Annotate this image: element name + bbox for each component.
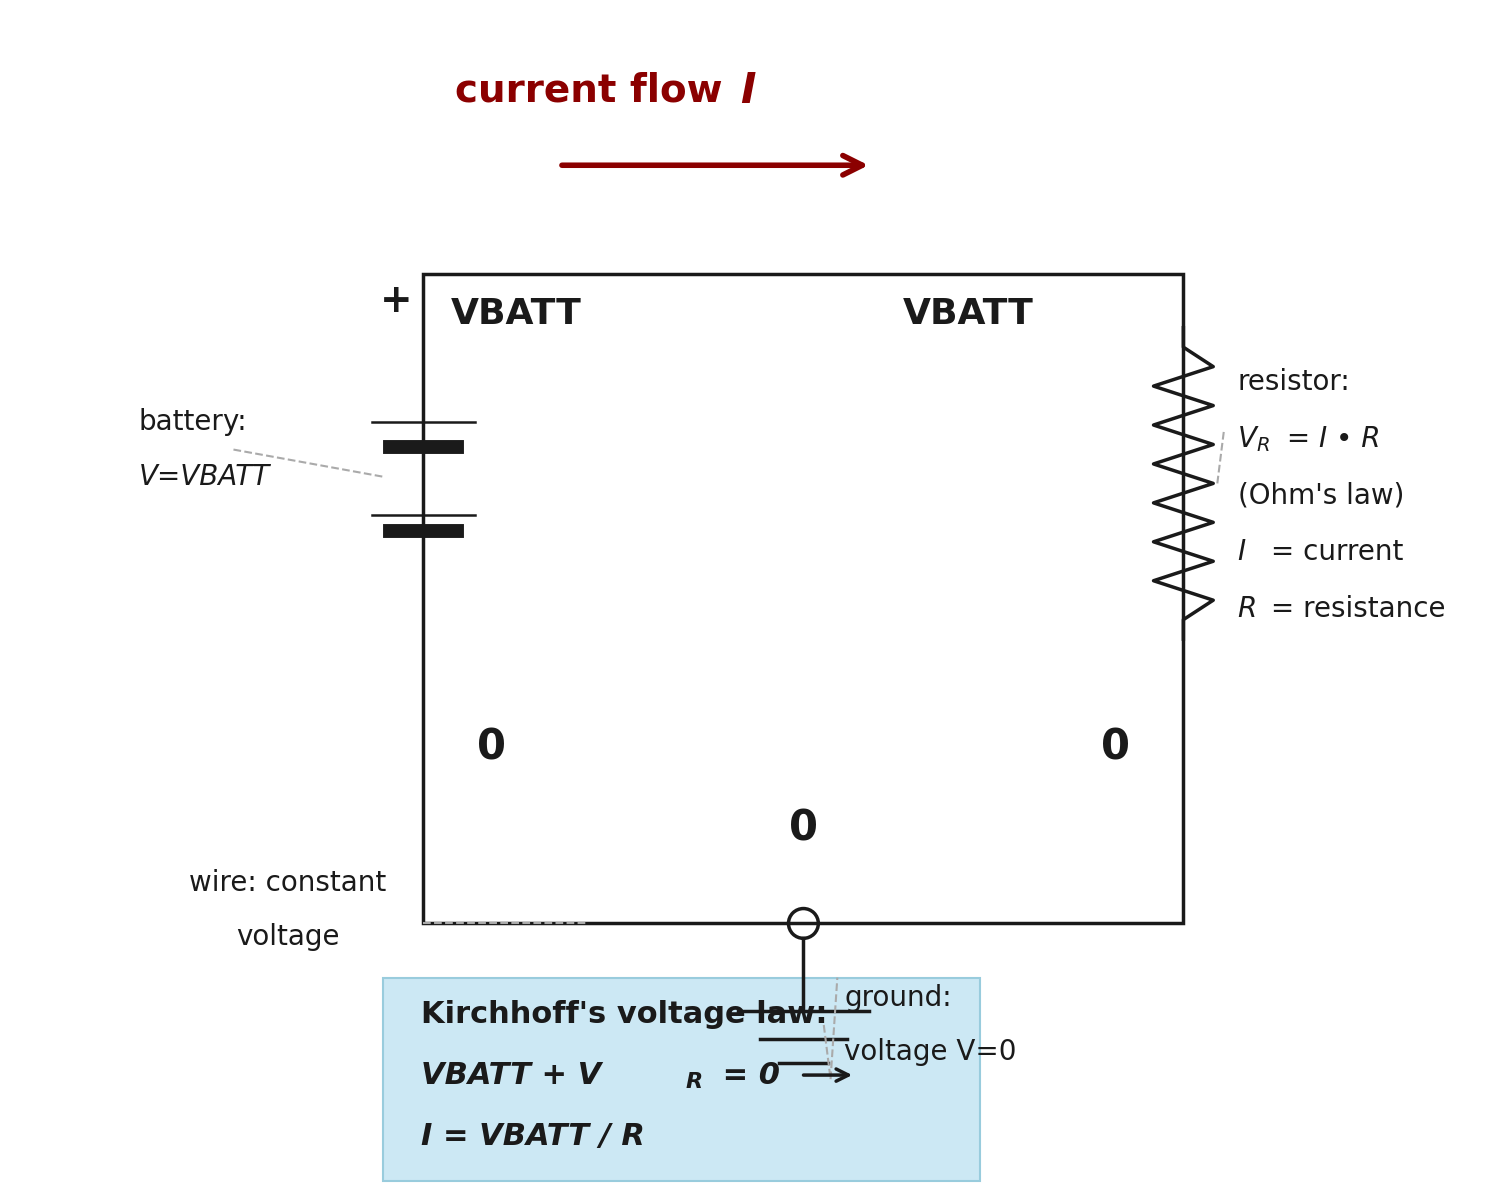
Text: = resistance: = resistance [1262,595,1446,624]
Text: VBATT: VBATT [450,297,582,332]
Text: battery:: battery: [138,408,248,437]
Text: voltage V=0: voltage V=0 [844,1038,1017,1067]
Bar [382,978,980,1180]
Text: ground:: ground: [844,984,952,1011]
Text: Kirchhoff's voltage law:: Kirchhoff's voltage law: [420,999,826,1028]
Text: = current: = current [1262,539,1404,566]
Text: wire: constant: wire: constant [189,869,387,897]
Text: resistor:: resistor: [1238,367,1350,396]
Text: voltage: voltage [236,923,339,950]
Text: I: I [1238,539,1246,566]
Text: 0: 0 [789,808,818,850]
Text: R: R [1238,595,1257,624]
Text: R: R [686,1071,702,1092]
Text: VBATT + V: VBATT + V [420,1061,602,1089]
Text: R: R [1257,436,1270,455]
Bar [423,274,1184,923]
Text: (Ohm's law): (Ohm's law) [1238,481,1404,510]
Text: current flow: current flow [454,72,735,110]
Text: = 0: = 0 [712,1061,780,1089]
Text: 0: 0 [477,727,506,768]
Text: 0: 0 [1101,727,1130,768]
Text: I = VBATT / R: I = VBATT / R [420,1122,645,1150]
Text: I: I [740,69,754,111]
Text: V=VBATT: V=VBATT [138,463,270,491]
Text: +: + [380,281,412,320]
Text: VBATT: VBATT [903,297,1034,332]
Text: V: V [1238,425,1257,452]
Text: = I • R: = I • R [1278,425,1382,452]
